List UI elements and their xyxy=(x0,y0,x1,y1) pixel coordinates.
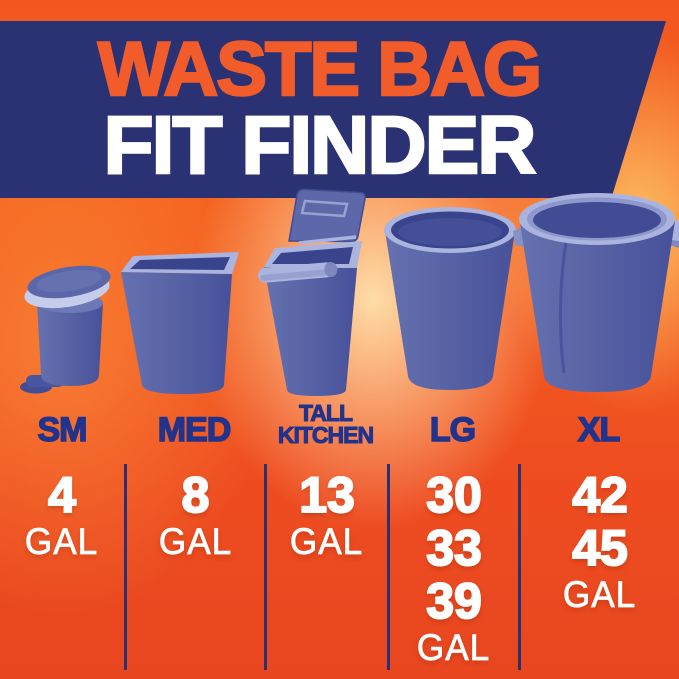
gallon-value: 42 xyxy=(571,467,629,523)
round-garbage-can-with-handles-icon xyxy=(513,193,679,392)
size-labels-row: SM MED TALL KITCHEN LG XL xyxy=(0,400,679,448)
size-label-tall: TALL xyxy=(298,400,353,427)
round-garbage-can-icon xyxy=(384,207,516,390)
title-line-2: FIT FINDER xyxy=(102,99,537,191)
column-label-xl: XL xyxy=(518,411,679,449)
size-label-sm: SM xyxy=(37,411,89,449)
column-label-med: MED xyxy=(124,411,264,449)
gallon-value: 33 xyxy=(425,520,483,576)
gallon-value: 8 xyxy=(181,467,211,523)
column-gallons-tall-kitchen: 13 GAL xyxy=(264,464,387,670)
gallon-value: 45 xyxy=(571,520,629,576)
gallon-values-row: 4 GAL 8 GAL 13 GAL 30 33 39 GAL 42 45 GA… xyxy=(0,464,679,670)
gallon-unit: GAL xyxy=(417,627,491,668)
title-line-1: WASTE BAG xyxy=(97,27,544,113)
gallon-unit: GAL xyxy=(158,521,233,562)
gallon-value: 4 xyxy=(47,467,77,523)
size-label-lg: LG xyxy=(429,411,477,449)
gallon-value: 39 xyxy=(425,573,483,629)
column-label-tall-kitchen: TALL KITCHEN xyxy=(264,400,387,449)
column-gallons-med: 8 GAL xyxy=(124,464,264,670)
gallon-value: 30 xyxy=(425,467,483,523)
gallon-unit: GAL xyxy=(25,521,99,562)
column-label-lg: LG xyxy=(387,411,518,449)
column-gallons-lg: 30 33 39 GAL xyxy=(387,464,518,670)
tall-kitchen-can-open-lid-icon xyxy=(258,188,366,396)
size-label-xl: XL xyxy=(577,411,621,449)
column-gallons-xl: 42 45 GAL xyxy=(518,464,679,670)
gallon-unit: GAL xyxy=(563,574,637,615)
column-gallons-sm: 4 GAL xyxy=(0,464,124,670)
open-wastebasket-icon xyxy=(121,252,239,394)
gallon-unit: GAL xyxy=(290,521,364,562)
size-label-med: MED xyxy=(157,411,232,449)
gallon-value: 13 xyxy=(298,467,356,523)
trash-cans-illustration xyxy=(20,188,679,396)
title-banner: WASTE BAG FIT FINDER xyxy=(0,21,666,198)
size-label-kitchen: KITCHEN xyxy=(277,422,374,449)
step-on-pedal-can-icon xyxy=(20,265,111,394)
column-label-sm: SM xyxy=(0,411,124,449)
